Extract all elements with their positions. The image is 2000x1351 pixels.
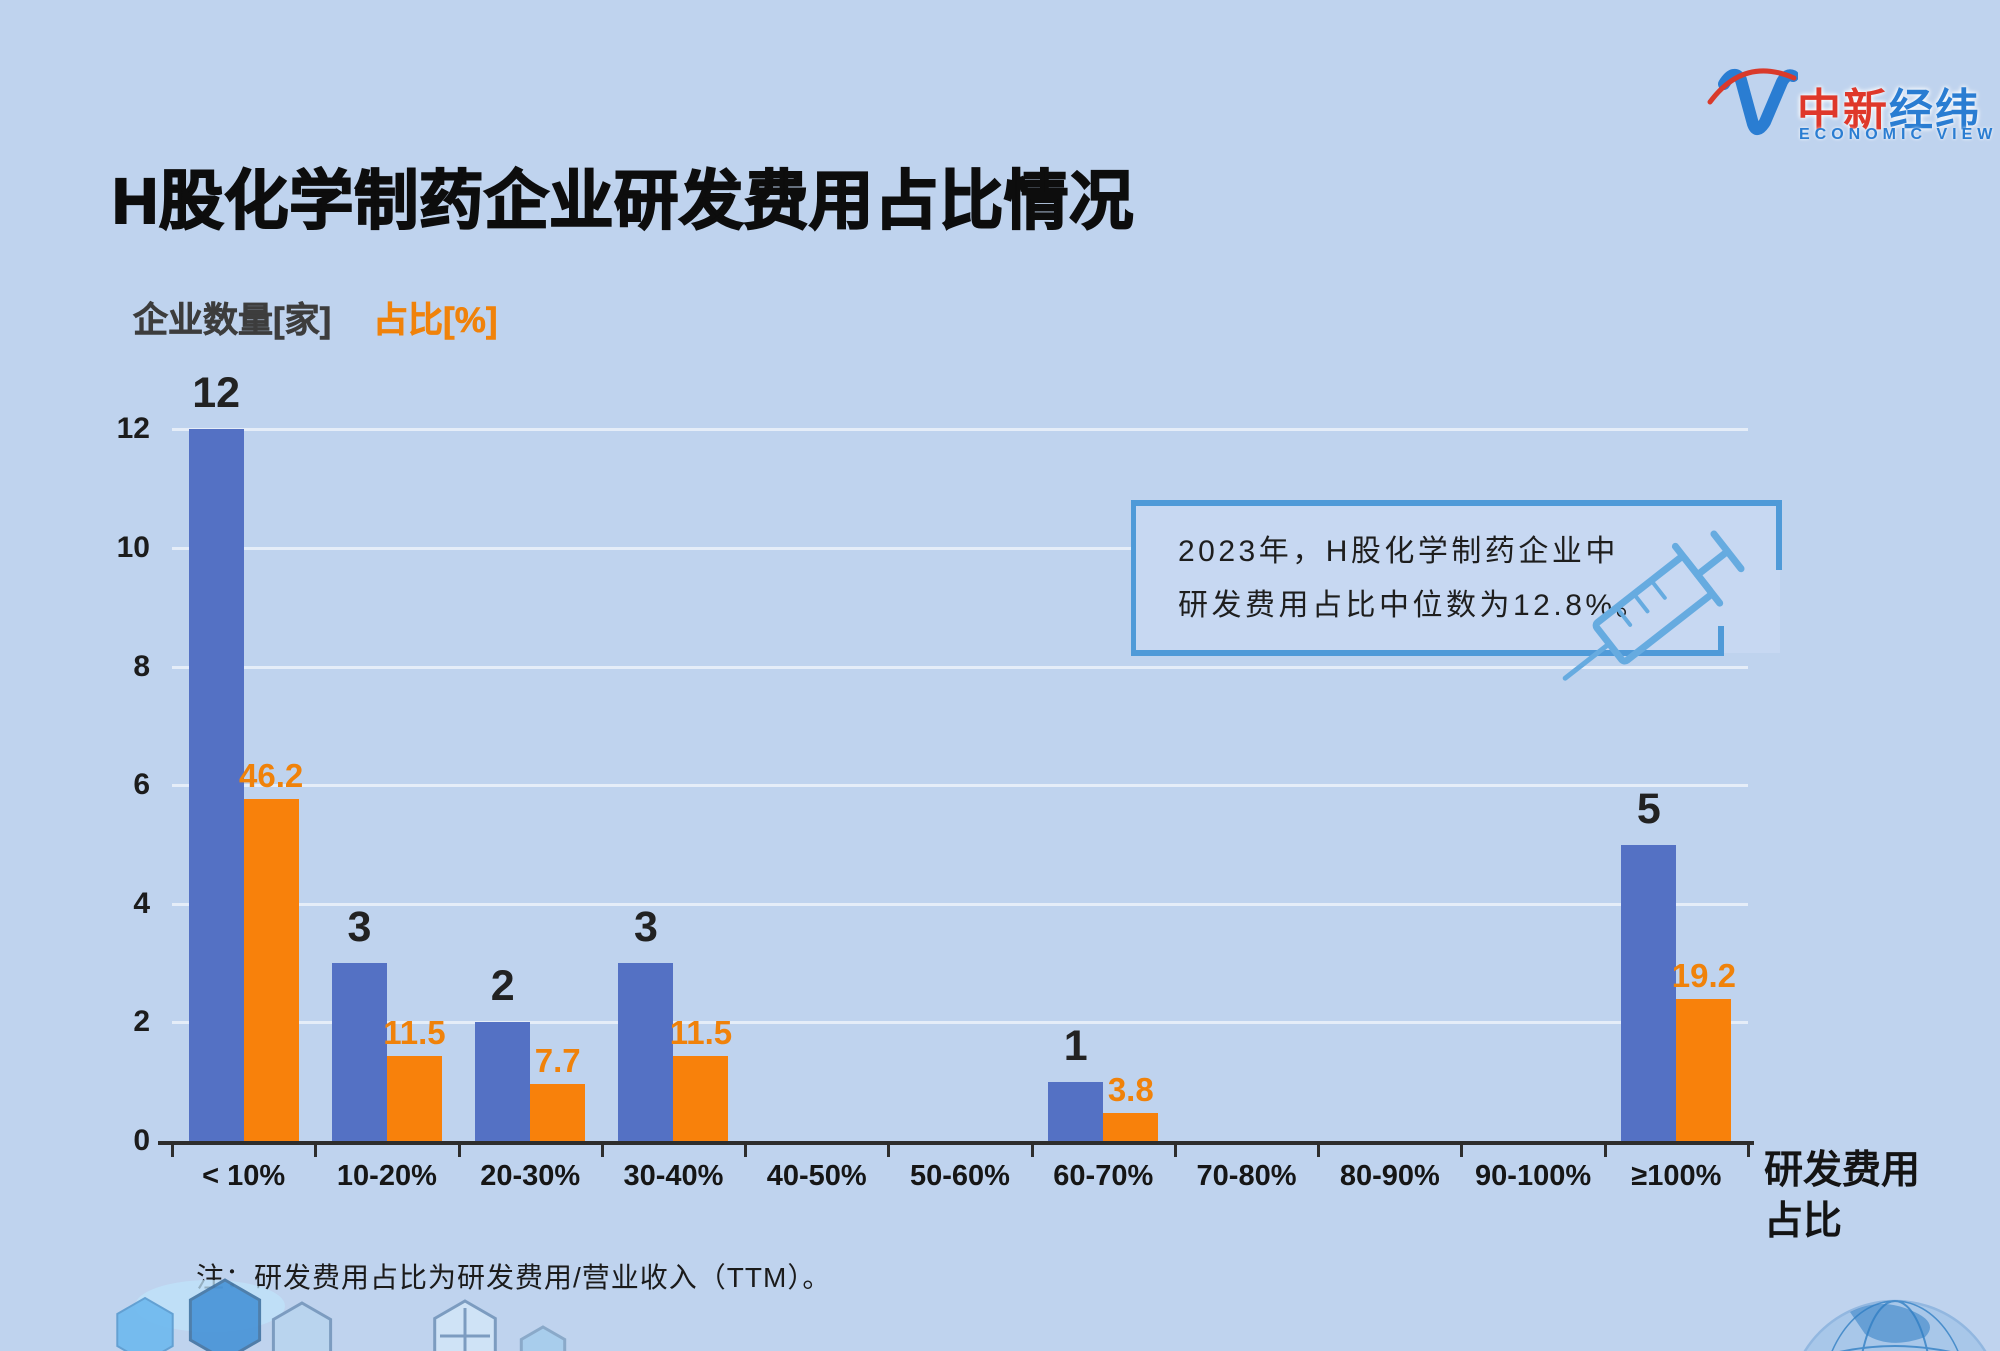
x-category-label-10: 90-100% bbox=[1475, 1160, 1592, 1192]
annotation-line2: 研发费用占比中位数为12.8%。 bbox=[1178, 589, 1650, 622]
syringe-icon bbox=[1562, 530, 1745, 681]
x-tick-7 bbox=[1173, 1145, 1177, 1157]
bar-count-value-4: 3 bbox=[633, 903, 658, 952]
bar-percent-7 bbox=[1103, 1112, 1159, 1141]
x-tick-10 bbox=[1603, 1145, 1607, 1157]
annotation-border-bottom bbox=[1131, 650, 1724, 656]
y-tick-label-6: 6 bbox=[133, 768, 150, 802]
annotation-border-top bbox=[1131, 500, 1782, 506]
x-tick-0 bbox=[171, 1145, 174, 1157]
y-tick-label-8: 8 bbox=[133, 649, 150, 683]
bar-percent-value-2: 11.5 bbox=[383, 1013, 446, 1051]
bar-count-value-11: 5 bbox=[1636, 784, 1661, 833]
x-tick-1 bbox=[314, 1145, 318, 1157]
logo-en-text: ECONOMIC VIEW bbox=[1799, 126, 1998, 143]
x-category-label-6: 50-60% bbox=[910, 1160, 1010, 1192]
bar-percent-1 bbox=[243, 798, 299, 1141]
molecule-decoration bbox=[116, 1278, 567, 1351]
y-tick-label-10: 10 bbox=[116, 531, 150, 564]
y-tick-label-12: 12 bbox=[116, 412, 150, 446]
bar-count-value-3: 2 bbox=[490, 962, 515, 1011]
x-category-label-8: 70-80% bbox=[1196, 1160, 1297, 1192]
bar-percent-value-4: 11.5 bbox=[669, 1013, 733, 1051]
annotation-text: 2023年，H股化学制药企业中 研发费用占比中位数为12.8%。 bbox=[1178, 525, 1649, 633]
gridline-8 bbox=[172, 665, 1748, 669]
bar-percent-value-3: 7.7 bbox=[534, 1041, 581, 1079]
bar-count-value-2: 3 bbox=[347, 903, 372, 952]
logo-cn-part2: 经纬 bbox=[1889, 86, 1981, 135]
annotation-border-left bbox=[1131, 500, 1136, 656]
bar-count-value-7: 1 bbox=[1063, 1021, 1088, 1070]
annotation-border-nub bbox=[1718, 626, 1724, 656]
bar-count-3 bbox=[475, 1022, 531, 1141]
legend-percent-label: 占比[%] bbox=[373, 301, 498, 341]
x-tick-8 bbox=[1317, 1145, 1321, 1157]
x-category-label-9: 80-90% bbox=[1339, 1160, 1440, 1192]
bar-count-1 bbox=[188, 429, 244, 1141]
x-axis-title: 研发费用 占比 bbox=[1764, 1146, 1920, 1247]
y-tick-label-4: 4 bbox=[133, 886, 150, 920]
footnote: 注：研发费用占比为研发费用/营业收入（TTM）。 bbox=[196, 1262, 832, 1293]
x-tick-3 bbox=[600, 1145, 604, 1157]
bar-percent-value-11: 19.2 bbox=[1671, 956, 1736, 994]
y-tick-label-0: 0 bbox=[133, 1124, 150, 1157]
x-category-label-4: 30-40% bbox=[623, 1160, 724, 1192]
gridline-2 bbox=[172, 1021, 1748, 1025]
x-category-label-5: 40-50% bbox=[766, 1160, 867, 1192]
x-tick-9 bbox=[1460, 1145, 1464, 1157]
bar-count-7 bbox=[1048, 1081, 1104, 1141]
x-tick-11 bbox=[1747, 1145, 1750, 1157]
legend-count-label: 企业数量[家] bbox=[133, 301, 332, 341]
bar-percent-value-7: 3.8 bbox=[1107, 1070, 1154, 1108]
bar-count-value-1: 12 bbox=[192, 369, 241, 418]
gridline-12 bbox=[172, 428, 1748, 432]
gridline-10 bbox=[172, 547, 1748, 550]
x-category-label-1: < 10% bbox=[202, 1160, 286, 1192]
logo-mark-icon bbox=[1707, 68, 1798, 135]
page-title: H股化学制药企业研发费用占比情况 bbox=[111, 164, 1135, 238]
bar-percent-11 bbox=[1676, 998, 1732, 1141]
logo-cn-text: 中新经纬 bbox=[1797, 74, 1981, 138]
logo-cn-part1: 中新 bbox=[1797, 86, 1889, 135]
x-category-label-11: ≥100% bbox=[1631, 1160, 1722, 1192]
x-axis-line bbox=[158, 1141, 1754, 1145]
globe-decoration bbox=[1803, 1299, 1987, 1351]
bar-count-2 bbox=[331, 963, 387, 1141]
y-tick-label-2: 2 bbox=[133, 1005, 150, 1039]
x-category-label-2: 10-20% bbox=[336, 1160, 437, 1192]
chart-legend: 企业数量[家] 占比[%] bbox=[133, 292, 498, 343]
x-tick-4 bbox=[744, 1145, 748, 1157]
x-category-label-7: 60-70% bbox=[1053, 1160, 1154, 1192]
bar-percent-value-1: 46.2 bbox=[239, 756, 304, 794]
x-axis-title-line2: 占比 bbox=[1764, 1199, 1843, 1243]
bar-percent-2 bbox=[386, 1055, 442, 1141]
annotation-line1: 2023年，H股化学制药企业中 bbox=[1178, 535, 1619, 568]
x-tick-2 bbox=[457, 1145, 461, 1157]
bar-percent-3 bbox=[530, 1083, 586, 1141]
bar-percent-4 bbox=[673, 1055, 729, 1141]
x-category-label-3: 20-30% bbox=[480, 1160, 581, 1192]
bar-count-11 bbox=[1621, 844, 1677, 1141]
x-tick-5 bbox=[887, 1145, 891, 1157]
gridline-6 bbox=[172, 784, 1748, 788]
x-axis-title-line1: 研发费用 bbox=[1764, 1149, 1921, 1192]
gridline-4 bbox=[172, 902, 1748, 906]
bar-count-4 bbox=[618, 963, 674, 1141]
x-tick-6 bbox=[1030, 1145, 1034, 1157]
annotation-border-right bbox=[1776, 500, 1782, 570]
